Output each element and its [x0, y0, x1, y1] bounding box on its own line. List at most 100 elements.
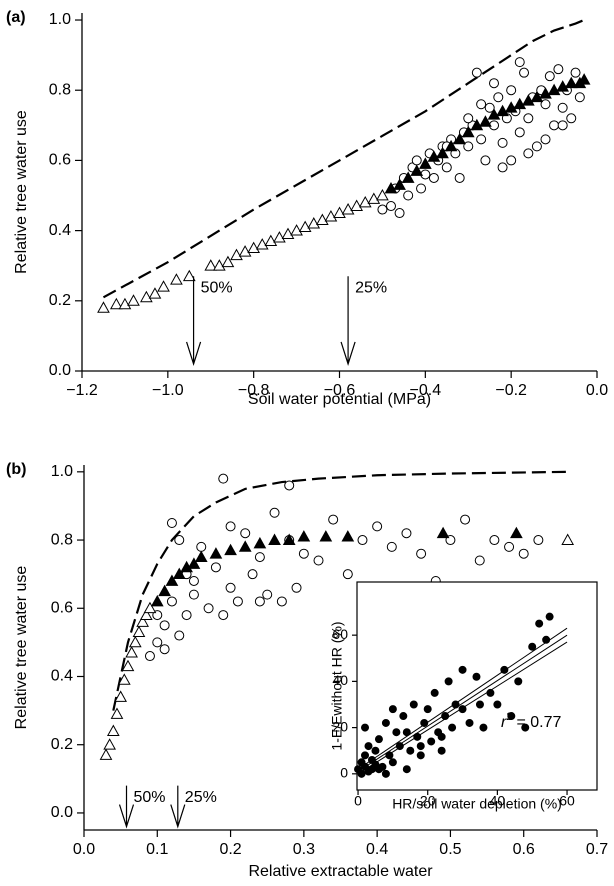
point [324, 210, 338, 222]
r-value: = 0.77 [516, 714, 561, 731]
arrow-label: 50% [201, 279, 233, 296]
point [255, 238, 269, 250]
point [402, 765, 411, 774]
point [165, 574, 179, 586]
point [545, 612, 554, 621]
point [540, 99, 551, 110]
y-tick-label: 0.0 [51, 804, 73, 821]
point [367, 192, 381, 204]
point [557, 120, 568, 131]
point [474, 555, 485, 566]
point [427, 150, 441, 162]
point [374, 765, 383, 774]
point [484, 102, 495, 113]
point [553, 64, 564, 75]
point [497, 137, 508, 148]
dashed-line [112, 470, 568, 711]
point [480, 155, 491, 166]
point [361, 751, 370, 760]
point [225, 521, 236, 532]
point [547, 83, 561, 96]
y-tick-label: 20 [332, 718, 348, 734]
point [528, 642, 537, 651]
x-tick-label: 40 [490, 793, 506, 809]
point [281, 227, 295, 240]
point [444, 139, 458, 152]
r-symbol: r [501, 714, 507, 731]
point [109, 297, 123, 310]
point [437, 746, 446, 755]
point [441, 162, 452, 173]
y-tick-label: 0.0 [49, 362, 71, 379]
point [420, 718, 429, 727]
point [319, 530, 333, 542]
point [170, 273, 183, 285]
point [150, 594, 164, 607]
point [247, 569, 258, 580]
arrow [186, 276, 202, 366]
point [282, 533, 296, 545]
point [117, 673, 131, 685]
point [210, 562, 221, 573]
point [99, 748, 113, 760]
point [194, 550, 208, 563]
point [471, 67, 482, 78]
point [535, 619, 544, 628]
point [381, 718, 390, 727]
y-tick-label: 0.8 [49, 81, 71, 98]
y-tick-label: 0.8 [51, 531, 73, 548]
point [209, 547, 223, 559]
x-tick-label: 0.3 [293, 841, 315, 858]
point [273, 231, 286, 243]
point [313, 555, 324, 566]
point [470, 118, 484, 131]
y-tick-label: 40 [332, 672, 348, 688]
y-tick-label: 0.4 [49, 222, 71, 239]
point [247, 241, 261, 254]
point [307, 217, 321, 229]
point [374, 735, 383, 744]
x-tick-label: 0.0 [73, 841, 95, 858]
arrow [340, 276, 356, 366]
point [97, 301, 110, 313]
point [465, 718, 474, 727]
point [159, 620, 170, 631]
point [139, 608, 153, 620]
point [232, 596, 243, 607]
point [298, 220, 312, 232]
point [386, 541, 397, 552]
point [218, 610, 229, 621]
point [403, 190, 414, 201]
point [182, 269, 196, 282]
point [240, 528, 251, 539]
point [497, 162, 508, 173]
x-tick-label: −1.0 [152, 382, 184, 399]
point [530, 90, 544, 103]
regression-line [357, 634, 568, 772]
point [221, 255, 235, 268]
r-squared: r2 = 0.77 [501, 711, 561, 731]
point [427, 737, 436, 746]
x-tick-label: 0.6 [513, 841, 535, 858]
point [540, 134, 551, 145]
point [225, 582, 236, 593]
panel-label: (a) [6, 9, 26, 26]
r-superscript: 2 [506, 711, 512, 723]
point [159, 644, 170, 655]
point [444, 677, 453, 686]
x-tick-label: 0.1 [146, 841, 168, 858]
point [437, 732, 446, 741]
point [298, 548, 309, 559]
point [364, 742, 373, 751]
point [384, 181, 398, 194]
regression-line [357, 627, 568, 770]
point [204, 259, 218, 271]
point [315, 213, 329, 225]
point [506, 85, 517, 96]
point [461, 125, 475, 138]
point [479, 115, 492, 127]
point [262, 589, 273, 600]
point [125, 646, 138, 658]
point [158, 584, 171, 597]
point [401, 171, 415, 183]
